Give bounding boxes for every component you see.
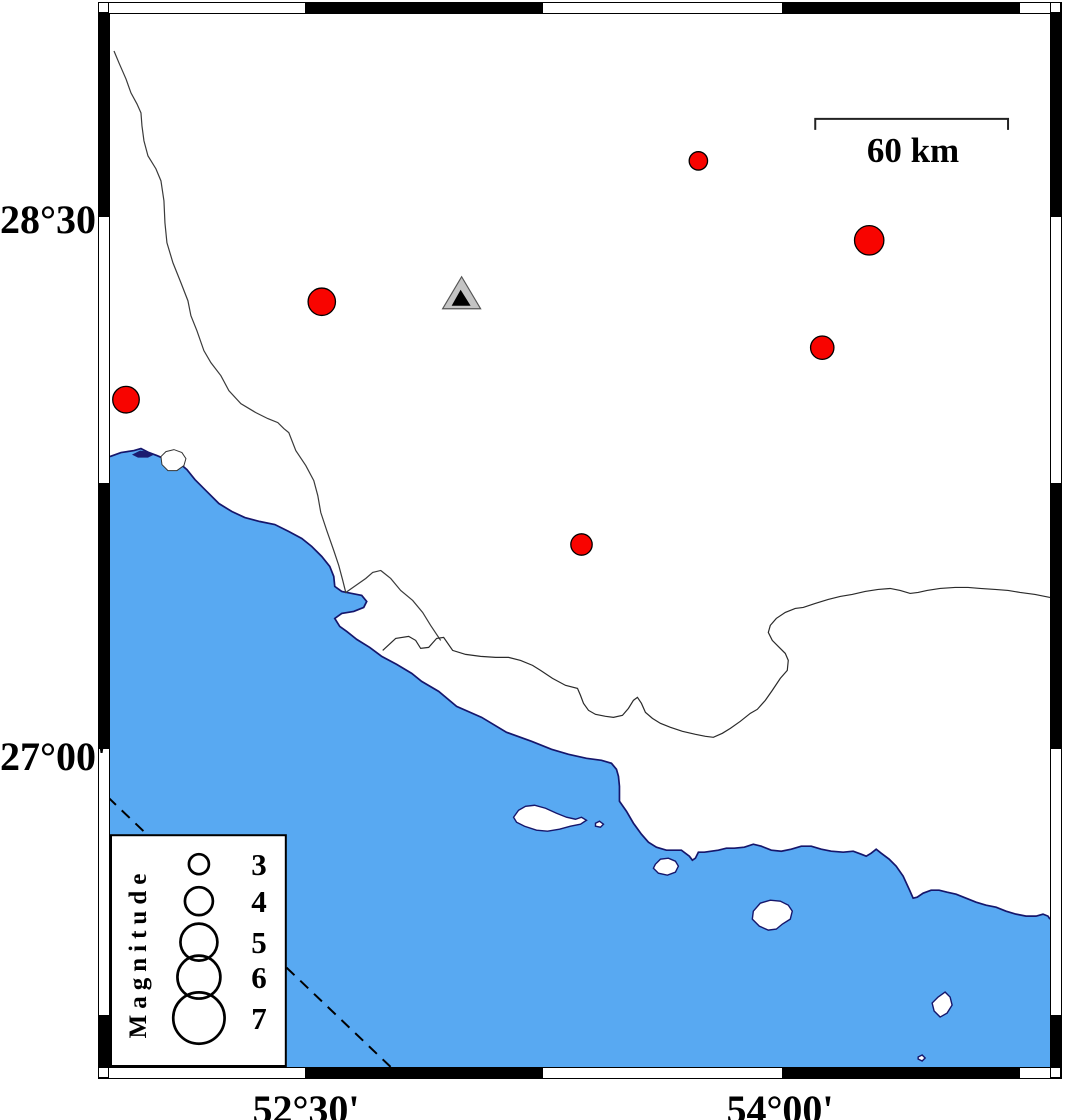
lat-label-27-00: 27°00' <box>0 734 108 779</box>
epicenter-marker <box>570 533 593 556</box>
frame-corner <box>98 2 109 13</box>
scale-bar-label: 60 km <box>866 131 960 170</box>
lon-label-54-00: 54°00' <box>726 1087 834 1120</box>
inland-boundary-line <box>113 50 442 641</box>
station-triangle-inner <box>451 289 471 306</box>
epicenter-marker <box>307 287 337 317</box>
frame-corner <box>98 1067 109 1078</box>
legend-title: Magnitude <box>125 867 152 1039</box>
map-graphics <box>110 50 1050 1067</box>
scale-bar <box>814 117 1010 130</box>
frame-tick-segment <box>1051 483 1061 749</box>
legend-mag-7: 7 <box>251 1001 267 1036</box>
sea-area <box>110 448 1050 1067</box>
legend-magnitude-circle <box>171 991 226 1046</box>
frame-corner <box>1050 1067 1061 1078</box>
legend-mag-5: 5 <box>251 925 267 960</box>
lagoon-notch <box>160 449 187 472</box>
islands <box>512 804 953 1062</box>
epicenter-layer <box>112 151 885 556</box>
island <box>751 899 794 931</box>
legend-magnitude-circle <box>176 954 222 1000</box>
inland-boundary-line <box>382 586 1050 738</box>
island <box>931 991 953 1018</box>
island <box>652 857 680 876</box>
legend-mag-4: 4 <box>251 884 267 919</box>
legend-circles <box>171 852 226 1046</box>
frame-tick-segment <box>782 1068 1020 1078</box>
legend-magnitude-circle <box>183 885 215 917</box>
epicenter-marker <box>809 335 835 361</box>
frame-tick-segment <box>99 13 109 217</box>
legend-magnitude-circle <box>187 852 211 876</box>
frame-tick-segment <box>305 3 543 13</box>
lon-label-52-30: 52°30' <box>252 1087 360 1120</box>
legend-mag-3: 3 <box>251 847 267 882</box>
islet <box>594 820 605 828</box>
legend-mag-6: 6 <box>251 960 267 995</box>
frame-tick-segment <box>782 3 1020 13</box>
map-canvas <box>109 13 1051 1068</box>
headland-blob <box>131 450 154 458</box>
frame-tick-segment <box>305 1068 543 1078</box>
map-frame-outer <box>98 2 1062 1079</box>
legend-magnitude-circle <box>179 922 219 962</box>
island <box>512 804 588 832</box>
frame-tick-segment <box>1051 13 1061 217</box>
frame-corner <box>1050 2 1061 13</box>
epicenter-marker <box>853 224 885 256</box>
islet <box>917 1054 927 1062</box>
frame-tick-segment <box>99 483 109 749</box>
coastline <box>110 447 1050 920</box>
frame-tick-segment <box>1051 1015 1061 1067</box>
lat-label-28-30: 28°30' <box>0 197 108 242</box>
epicenter-marker <box>112 385 140 414</box>
epicenter-marker <box>688 151 709 171</box>
frame-tick-segment <box>99 1015 109 1067</box>
